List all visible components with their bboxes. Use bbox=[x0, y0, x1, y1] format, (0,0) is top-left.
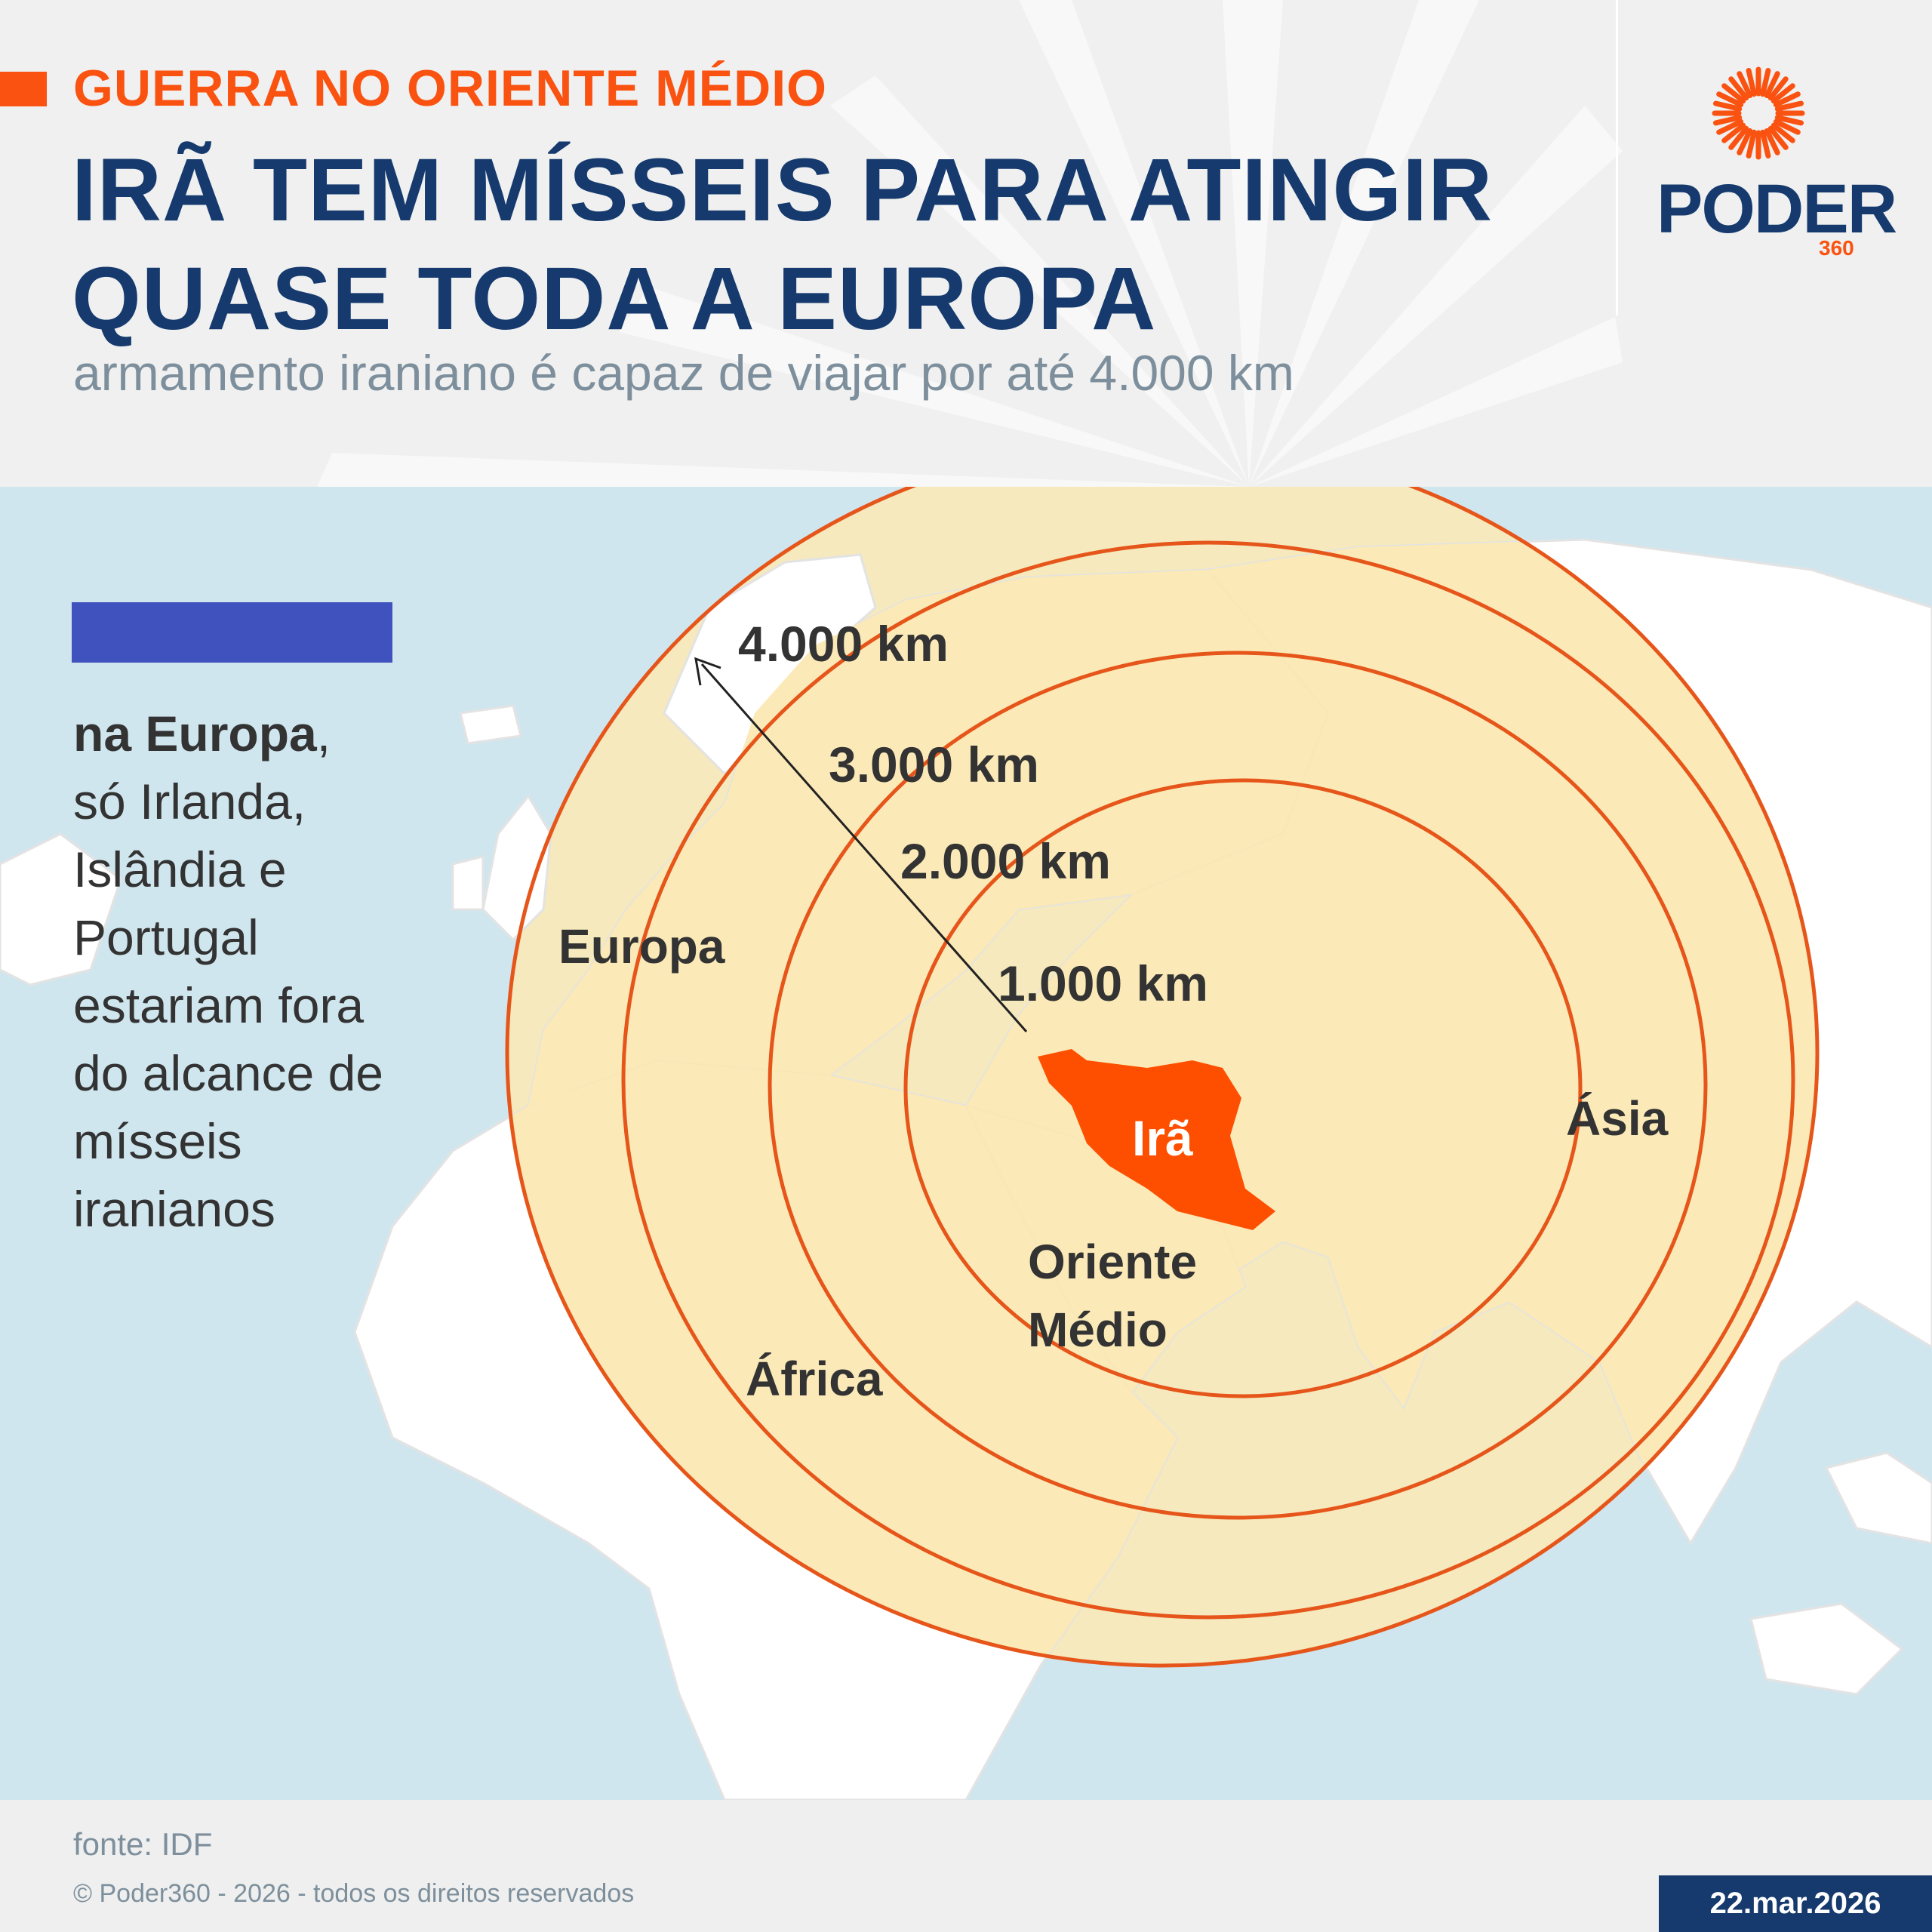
sun-ray bbox=[1721, 83, 1746, 104]
date-badge: 22.mar.2026 bbox=[1659, 1875, 1932, 1932]
headline-line-2: QUASE TODA A EUROPA bbox=[72, 249, 1157, 349]
sun-ray bbox=[1770, 122, 1795, 143]
sun-ray bbox=[1737, 128, 1753, 155]
sun-ray bbox=[1716, 91, 1744, 108]
header-divider bbox=[1616, 0, 1618, 315]
sun-ray bbox=[1774, 115, 1804, 126]
sun-ray bbox=[1760, 68, 1771, 97]
sun-ray bbox=[1728, 76, 1749, 101]
sunburst-logo-icon bbox=[1712, 66, 1805, 160]
headline: IRÃ TEM MÍSSEIS PARA ATINGIR QUASE TODA … bbox=[72, 136, 1581, 353]
sun-ray bbox=[1728, 125, 1749, 150]
sun-ray bbox=[1713, 115, 1743, 126]
footer: fonte: IDF © Poder360 - 2026 - todos os … bbox=[0, 1800, 1932, 1932]
region-label-europe: Europa bbox=[558, 919, 725, 974]
sun-ray bbox=[1746, 129, 1757, 158]
sun-ray bbox=[1713, 100, 1743, 112]
sun-ray bbox=[1767, 76, 1789, 101]
iran-shape bbox=[1038, 1049, 1275, 1230]
note-bold: na Europa bbox=[73, 706, 317, 761]
range-ring-4000km bbox=[505, 487, 1820, 1668]
sun-ray bbox=[1716, 118, 1744, 135]
region-label-asia: Ásia bbox=[1566, 1091, 1669, 1146]
legend-swatch bbox=[72, 602, 392, 663]
region-label-middle-east-1: Oriente bbox=[1028, 1235, 1198, 1289]
subtitle: armamento iraniano é capaz de viajar por… bbox=[73, 345, 1294, 401]
sun-ray bbox=[1764, 128, 1780, 155]
copyright: © Poder360 - 2026 - todos os direitos re… bbox=[73, 1879, 635, 1908]
sun-ray bbox=[1746, 68, 1757, 97]
sun-ray bbox=[1770, 83, 1795, 104]
region-label-middle-east-2: Médio bbox=[1028, 1303, 1168, 1357]
range-rings bbox=[505, 487, 1820, 1668]
sun-ray bbox=[1737, 71, 1753, 99]
legend-note: na Europa, só Irlanda, Islândia e Portug… bbox=[73, 706, 383, 1237]
background-rays-decoration bbox=[317, 0, 1623, 487]
kicker: GUERRA NO ORIENTE MÉDIO bbox=[73, 60, 827, 117]
region-label-africa: África bbox=[746, 1352, 883, 1406]
sun-ray bbox=[1767, 125, 1789, 150]
range-ring-1000km bbox=[903, 778, 1583, 1398]
missile-range-map: 4.000 km 3.000 km 2.000 km 1.000 km Euro… bbox=[0, 487, 1932, 1800]
header: GUERRA NO ORIENTE MÉDIO IRÃ TEM MÍSSEIS … bbox=[0, 0, 1932, 487]
sun-ray bbox=[1773, 118, 1801, 135]
map-canvas bbox=[0, 487, 1932, 1800]
source: fonte: IDF bbox=[73, 1826, 213, 1862]
kicker-accent-mark bbox=[0, 72, 47, 106]
range-label-4000km: 4.000 km bbox=[738, 616, 949, 672]
range-ring-3000km bbox=[621, 540, 1795, 1620]
logo-word: PODER bbox=[1657, 171, 1897, 248]
range-label-3000km: 3.000 km bbox=[829, 737, 1039, 792]
logo-number: 360 bbox=[1819, 236, 1854, 260]
sun-ray bbox=[1764, 71, 1780, 99]
range-ring-2000km bbox=[768, 651, 1708, 1520]
radius-arrow bbox=[694, 657, 1028, 1032]
poder360-logo: PODER 360 bbox=[1657, 64, 1897, 268]
sun-ray bbox=[1721, 122, 1746, 143]
range-label-1000km: 1.000 km bbox=[998, 955, 1208, 1011]
date: 22.mar.2026 bbox=[1709, 1887, 1881, 1920]
headline-line-1: IRÃ TEM MÍSSEIS PARA ATINGIR bbox=[72, 140, 1494, 240]
range-label-2000km: 2.000 km bbox=[900, 833, 1111, 889]
sun-ray bbox=[1773, 91, 1801, 108]
sun-ray bbox=[1760, 129, 1771, 158]
iran-label: Irã bbox=[1132, 1110, 1193, 1166]
sun-ray bbox=[1774, 100, 1804, 112]
